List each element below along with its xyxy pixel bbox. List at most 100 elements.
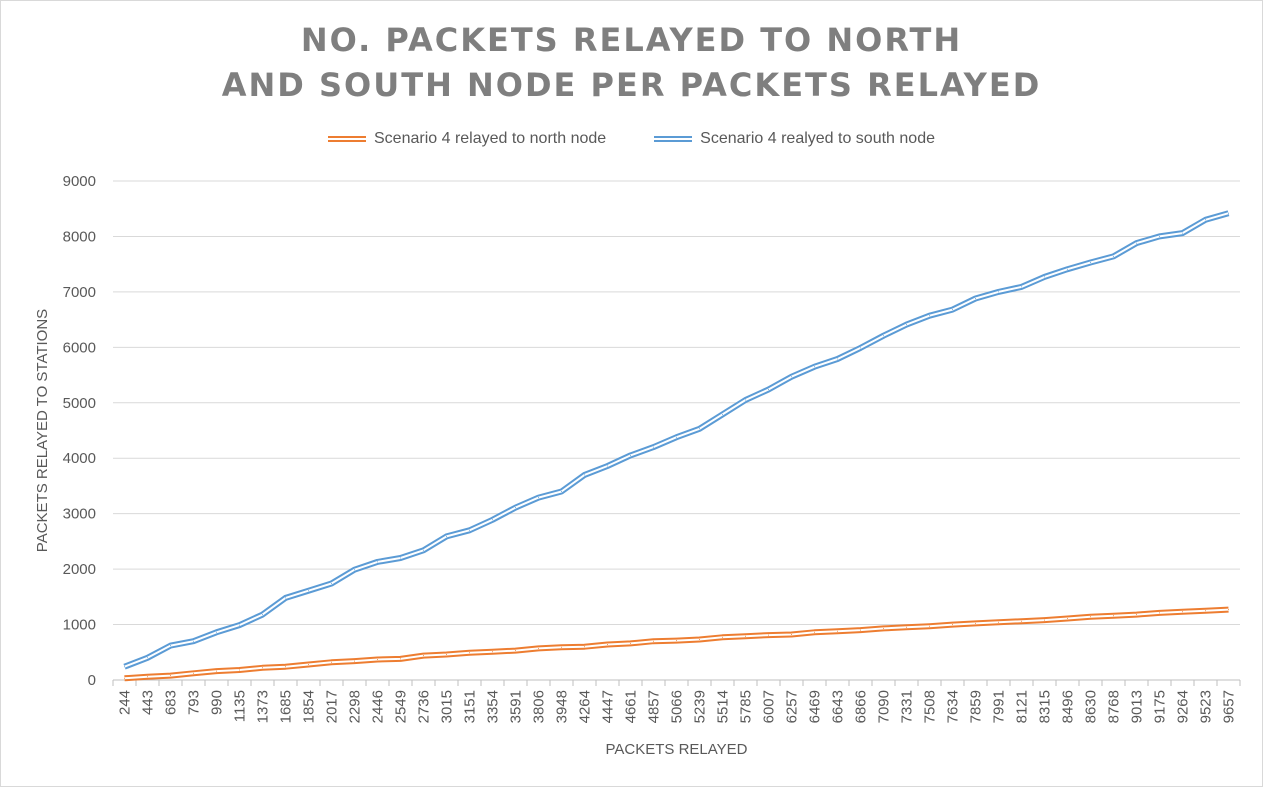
data-point-1 (791, 376, 792, 378)
data-point-0 (561, 646, 562, 648)
x-tick-label: 793 (186, 690, 203, 715)
data-point-0 (722, 636, 723, 638)
data-point-0 (952, 624, 953, 626)
data-point-1 (722, 413, 723, 415)
data-point-1 (377, 561, 378, 563)
legend-swatch-south (654, 136, 693, 142)
data-point-0 (584, 646, 585, 648)
data-point-1 (1090, 262, 1091, 263)
data-point-0 (676, 640, 677, 642)
data-point-0 (170, 675, 171, 677)
data-point-0 (354, 660, 355, 662)
data-point-0 (216, 670, 217, 672)
x-tick-label: 6469 (807, 690, 824, 723)
data-point-1 (262, 614, 263, 616)
data-point-0 (1021, 620, 1022, 622)
data-point-1 (584, 474, 585, 476)
legend-swatch-north (328, 136, 366, 142)
x-tick-label: 9657 (1221, 690, 1238, 723)
data-point-0 (1090, 616, 1091, 618)
x-tick-label: 4264 (577, 690, 594, 723)
data-point-0 (837, 630, 838, 632)
data-point-1 (285, 597, 286, 599)
data-point-0 (1205, 610, 1206, 612)
data-point-0 (768, 634, 769, 636)
data-point-0 (147, 676, 148, 678)
data-point-0 (860, 629, 861, 631)
x-tick-label: 7991 (991, 690, 1008, 723)
x-tick-label: 6007 (761, 690, 778, 723)
data-point-0 (883, 627, 884, 629)
data-point-1 (124, 666, 125, 668)
x-tick-label: 2298 (347, 690, 364, 723)
data-point-1 (492, 519, 493, 521)
data-point-0 (791, 634, 792, 635)
data-point-0 (1067, 618, 1068, 619)
x-tick-label: 244 (117, 690, 134, 715)
data-point-1 (929, 315, 930, 317)
x-tick-label: 2017 (324, 690, 341, 723)
x-tick-label: 5514 (715, 690, 732, 723)
data-point-0 (630, 642, 631, 644)
data-point-0 (469, 652, 470, 654)
data-point-1 (1228, 212, 1229, 214)
data-point-1 (469, 529, 470, 531)
data-point-1 (837, 358, 838, 360)
data-point-0 (607, 644, 608, 645)
data-point-1 (423, 549, 424, 551)
x-tick-label: 2736 (416, 690, 433, 723)
x-tick-label: 9264 (1175, 690, 1192, 723)
x-tick-label: 683 (163, 690, 180, 715)
series-line-1 (123, 210, 1230, 670)
x-tick-label: 4661 (623, 690, 640, 723)
legend-item-north: Scenario 4 relayed to north node (328, 130, 606, 148)
x-tick-label: 5239 (692, 690, 709, 723)
data-point-0 (1228, 609, 1229, 611)
data-point-1 (860, 347, 861, 349)
data-point-1 (1044, 276, 1045, 278)
y-tick-label: 9000 (63, 173, 96, 190)
legend-item-south: Scenario 4 realyed to south node (654, 130, 935, 148)
data-point-0 (331, 661, 332, 663)
data-point-1 (1067, 268, 1068, 270)
x-tick-label: 7331 (899, 690, 916, 723)
data-point-1 (147, 657, 148, 659)
data-point-1 (308, 590, 309, 592)
y-tick-label: 4000 (63, 450, 96, 467)
data-point-0 (1044, 619, 1045, 621)
data-point-1 (354, 569, 355, 571)
x-tick-label: 1854 (301, 690, 318, 723)
x-tick-label: 4857 (646, 690, 663, 723)
chart-title: NO. PACKETS RELAYED TO NORTH AND SOUTH N… (0, 18, 1263, 108)
x-tick-label: 5785 (738, 690, 755, 723)
legend-label-south: Scenario 4 realyed to south node (700, 130, 935, 147)
x-tick-label: 8121 (1014, 690, 1031, 723)
y-tick-label: 2000 (63, 561, 96, 578)
x-tick-label: 1135 (232, 690, 249, 722)
x-tick-label: 990 (209, 690, 226, 715)
data-point-0 (193, 672, 194, 674)
data-point-1 (975, 298, 976, 299)
x-tick-label: 7634 (945, 690, 962, 723)
y-tick-label: 7000 (63, 284, 96, 301)
chart-title-line-2: AND SOUTH NODE PER PACKETS RELAYED (221, 66, 1042, 104)
data-point-0 (1136, 614, 1137, 616)
data-point-1 (1205, 219, 1206, 221)
x-axis-title: PACKETS RELAYED (606, 741, 748, 758)
data-point-1 (193, 640, 194, 642)
data-point-1 (814, 366, 815, 368)
data-point-0 (423, 655, 424, 657)
y-tick-label: 0 (88, 672, 96, 689)
data-point-0 (975, 622, 976, 624)
data-point-1 (170, 645, 171, 647)
data-point-0 (745, 635, 746, 637)
data-point-1 (1113, 255, 1114, 257)
data-point-1 (561, 491, 562, 492)
data-point-1 (216, 631, 217, 633)
data-point-0 (1159, 612, 1160, 614)
data-point-1 (1021, 286, 1022, 288)
data-point-1 (653, 446, 654, 448)
x-tick-label: 3591 (508, 690, 525, 723)
data-point-0 (929, 625, 930, 627)
